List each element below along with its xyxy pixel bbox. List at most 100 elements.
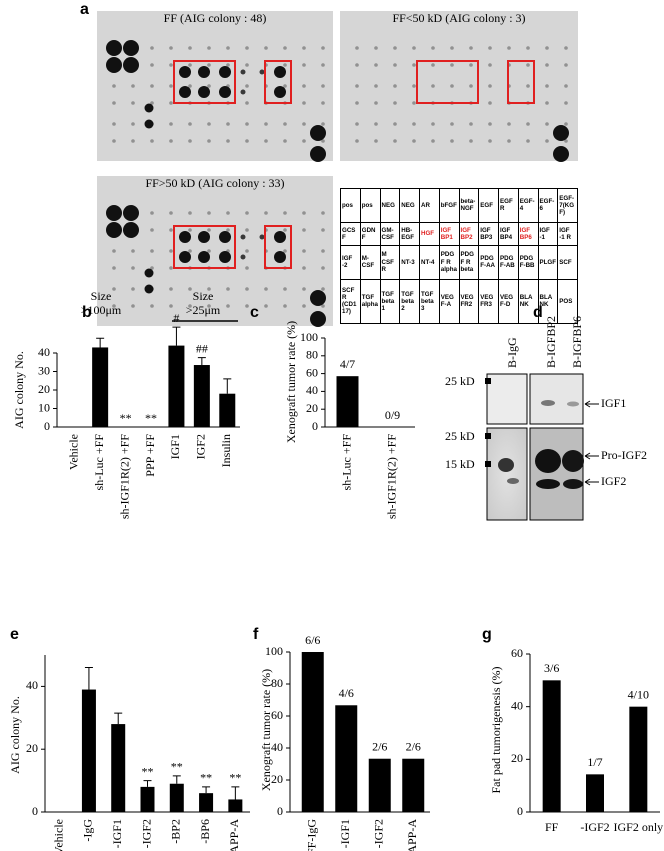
array-spot [207, 249, 211, 253]
array-spot [488, 139, 492, 143]
table-cell: IGF -1 [537, 221, 559, 246]
band-label: IGF1 [601, 396, 626, 410]
arrow [584, 400, 599, 408]
array-spot [302, 304, 306, 308]
array-spot [169, 139, 173, 143]
array-spot [526, 122, 530, 126]
error-bar [114, 712, 123, 725]
bar [111, 724, 126, 812]
array-spot [169, 122, 173, 126]
table-cell: IGF BP6 [517, 221, 539, 246]
array-spot [207, 211, 211, 215]
array-spot [283, 249, 287, 253]
array-spot [112, 84, 116, 88]
significance-mark: ## [196, 341, 208, 355]
array-spot [188, 211, 192, 215]
marker-square [485, 433, 491, 439]
array-spot [431, 63, 435, 67]
x-tick-label: IGF2 only [613, 820, 663, 834]
value-label: 4/10 [628, 687, 649, 701]
array-spot [207, 287, 211, 291]
bar [336, 376, 359, 427]
panel-label: f [253, 626, 259, 643]
lane-label: B-IGFBP6 [570, 316, 584, 368]
y-tick-label: 60 [511, 646, 523, 660]
table-cell: IGF -1 R [557, 221, 578, 246]
x-tick-label: sh-IGF1R(2) +FF [384, 434, 398, 519]
error-bar [202, 786, 211, 794]
table-cell: GM-CSF [379, 221, 401, 246]
table-cell: TGF beta 3 [419, 278, 440, 324]
array-spot [450, 139, 454, 143]
array-spot [106, 205, 122, 221]
x-tick-label: -BP6 [198, 819, 212, 844]
array-spot [412, 122, 416, 126]
array-spot [207, 228, 211, 232]
array-spot [412, 101, 416, 105]
array-spot [302, 122, 306, 126]
bar [368, 758, 391, 812]
bar [81, 689, 96, 812]
table-cell: IGF BP1 [438, 221, 460, 246]
value-label: 3/6 [544, 661, 559, 675]
blot-band [567, 401, 579, 407]
blot-band [498, 458, 514, 472]
significance-mark: ** [142, 764, 154, 778]
array-spot [150, 228, 154, 232]
array-spot [169, 46, 173, 50]
bar [301, 652, 324, 812]
table-cell: SCF [557, 244, 578, 280]
x-tick-label: -IGF2 [372, 819, 386, 848]
arrow [584, 478, 599, 486]
array-spot [245, 84, 249, 88]
array-spot [488, 122, 492, 126]
array-spot [283, 304, 287, 308]
array-spot [302, 139, 306, 143]
array-spot [112, 139, 116, 143]
array-spot [219, 231, 231, 243]
significance-mark: ** [145, 411, 157, 425]
table-cell: VEG F-D [498, 278, 519, 324]
array-spot [321, 249, 325, 253]
table-cell: NT-3 [399, 244, 420, 280]
table-cell: NT-4 [419, 244, 440, 280]
array-spot [207, 304, 211, 308]
array-spot [283, 122, 287, 126]
y-axis-label: AIG colony No. [8, 696, 22, 774]
table-cell: GCSF [340, 221, 361, 246]
array-spot [321, 46, 325, 50]
y-axis-label: Xenograft tumor rate (%) [259, 669, 273, 791]
array-spot [150, 249, 154, 253]
blot-band [535, 449, 561, 473]
x-tick-label: sh-Luc +FF [339, 434, 353, 491]
array-spot [507, 122, 511, 126]
array-spot [131, 122, 135, 126]
array-spot [245, 63, 249, 67]
y-tick-label: 100 [265, 644, 283, 658]
bar [335, 705, 358, 812]
x-tick-label: Vehicle [51, 819, 65, 851]
array-spot [355, 84, 359, 88]
array-spot [412, 63, 416, 67]
array-spot [302, 249, 306, 253]
array-spot [106, 57, 122, 73]
array-spot [374, 101, 378, 105]
array-spot [245, 304, 249, 308]
array-spot [302, 101, 306, 105]
array-spot [245, 46, 249, 50]
array-spot [150, 63, 154, 67]
value-label: 0/9 [385, 408, 400, 422]
table-cell: VEG FR2 [458, 278, 480, 324]
array-spot [112, 287, 116, 291]
array-spot [274, 86, 286, 98]
array-spot [144, 284, 154, 294]
array-spot [545, 84, 549, 88]
array-spot [245, 249, 249, 253]
array-spot [169, 211, 173, 215]
value-label: 4/7 [340, 357, 355, 371]
highlight-box [264, 60, 292, 104]
error-bar [84, 667, 93, 690]
error-bar [223, 378, 232, 394]
array-spot [144, 103, 154, 113]
